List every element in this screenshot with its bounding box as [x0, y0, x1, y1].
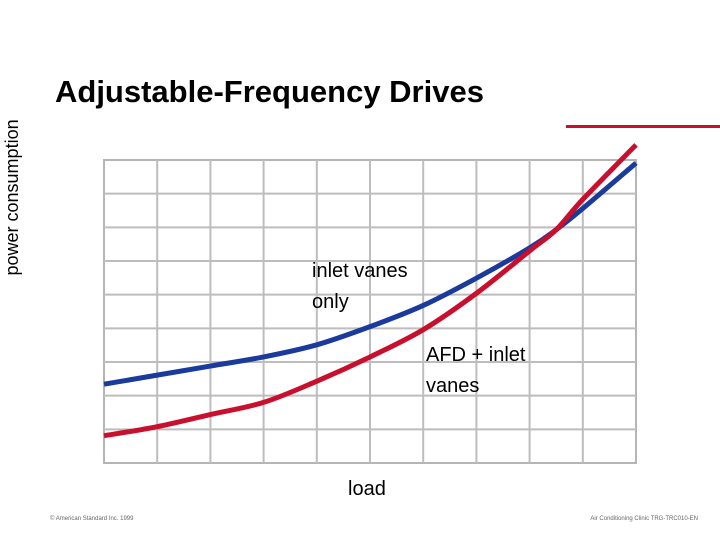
x-axis-label: load — [348, 478, 386, 500]
annotation-afd-line1: AFD + inlet — [426, 344, 526, 366]
footer-copyright: © American Standard Inc. 1999 — [50, 516, 134, 522]
annotation-afd-line2: vanes — [426, 375, 479, 397]
chart-lines — [103, 143, 638, 439]
annotation-inlet-vanes-line1: inlet vanes — [312, 260, 408, 282]
series-line-afd-inlet-vanes — [103, 143, 638, 439]
annotation-inlet-vanes-line2: only — [312, 291, 349, 313]
footer-course-code: Air Conditioning Clinic TRG-TRC010-EN — [590, 516, 698, 522]
title-accent-rule — [566, 125, 720, 128]
page-title: Adjustable-Frequency Drives — [55, 74, 484, 109]
chart-grid — [103, 159, 637, 464]
